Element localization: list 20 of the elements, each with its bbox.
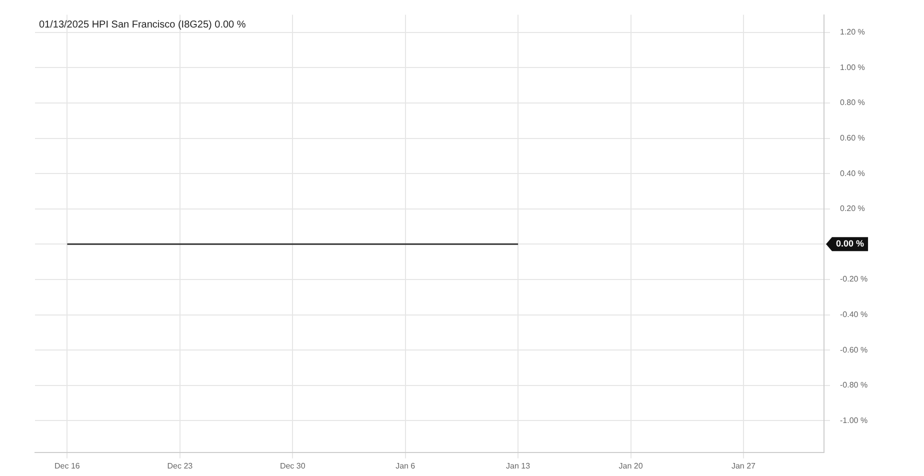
- y-tick-label: 0.40 %: [840, 168, 865, 178]
- y-tick-label: 0.80 %: [840, 98, 865, 108]
- text: 01/13/2025 HPI San Francisco (I8G25) 0.00 %: [39, 20, 246, 31]
- y-tick-label: -0.80 %: [840, 380, 868, 390]
- x-tick-label: Dec 16: [54, 461, 80, 470]
- x-tick-label: Dec 23: [167, 461, 194, 470]
- y-tick-label: -0.20 %: [840, 274, 868, 284]
- y-tick-label: -0.40 %: [840, 310, 868, 319]
- x-tick-label: Dec 30: [280, 461, 306, 470]
- y-tick-label: 0.20 %: [840, 204, 865, 214]
- y-tick-label: -1.00 %: [840, 416, 868, 425]
- y-tick-label: -0.60 %: [840, 345, 868, 354]
- x-tick-label: Jan 6: [396, 461, 416, 470]
- y-tick-label: 0.60 %: [840, 134, 865, 143]
- y-tick-label: 1.20 %: [840, 28, 865, 37]
- x-tick-label: Jan 13: [506, 461, 531, 470]
- text: 0.00 %: [836, 238, 864, 249]
- x-tick-label: Jan 27: [731, 461, 756, 470]
- x-tick-label: Jan 20: [618, 461, 644, 470]
- y-tick-label: 1.00 %: [840, 62, 865, 72]
